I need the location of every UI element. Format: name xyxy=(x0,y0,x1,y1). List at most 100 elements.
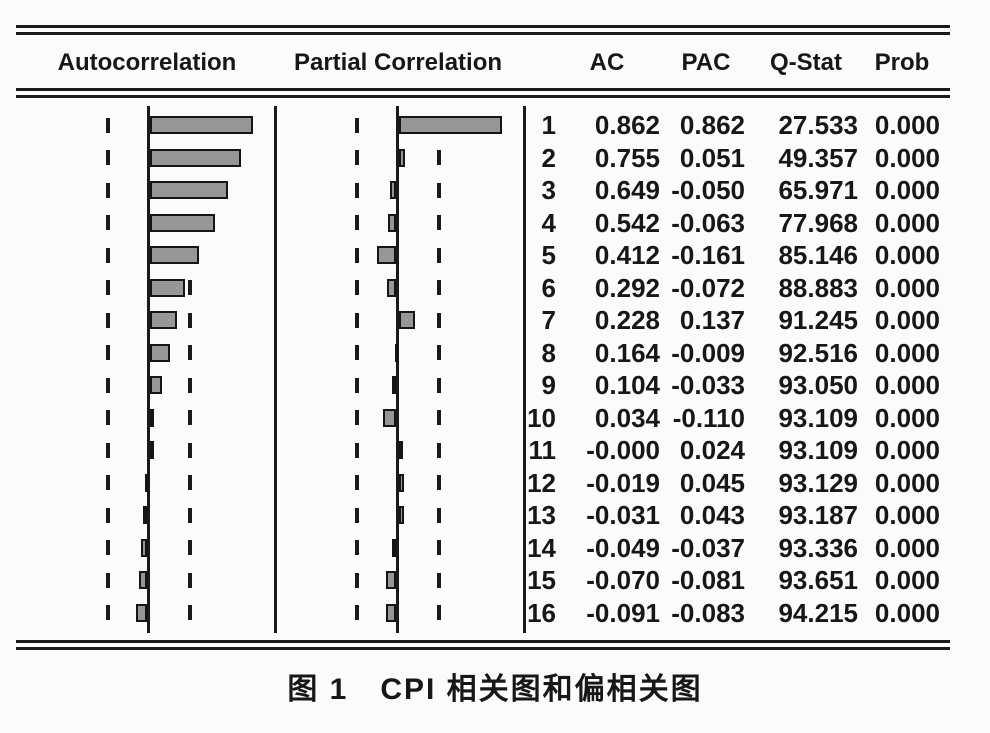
confidence-dash xyxy=(105,312,110,328)
ac-bar-lag-3 xyxy=(150,181,228,200)
table-row: 12 -0.019 0.045 93.129 0.000 xyxy=(0,467,990,500)
qstat-value: 93.336 xyxy=(778,532,858,563)
confidence-dash xyxy=(354,442,359,458)
confidence-dash xyxy=(187,475,192,491)
prob-value: 0.000 xyxy=(874,175,940,205)
col-header-pac: PAC xyxy=(681,49,731,76)
ac-bar-lag-15 xyxy=(139,571,147,590)
confidence-dash xyxy=(354,605,359,621)
lag-value: 5 xyxy=(541,240,556,270)
confidence-dash xyxy=(436,540,441,556)
table-row: 10 0.034 -0.110 93.109 0.000 xyxy=(0,402,990,435)
qstat-value: 93.651 xyxy=(778,565,858,595)
prob-value: 0.000 xyxy=(874,467,940,498)
confidence-dash xyxy=(436,410,441,426)
ac-value: -0.000 xyxy=(586,435,660,465)
pac-value: -0.063 xyxy=(671,207,745,238)
col-header-partial-correlation: Partial Correlation xyxy=(293,49,503,76)
qstat-value: 93.129 xyxy=(778,467,858,498)
qstat-value: 27.533 xyxy=(778,110,858,140)
table-row: 15 -0.070 -0.081 93.651 0.000 xyxy=(0,564,990,597)
confidence-dash xyxy=(436,475,441,491)
qstat-value: 91.245 xyxy=(778,305,858,335)
qstat-value: 93.109 xyxy=(778,402,858,433)
pac-value: 0.137 xyxy=(679,305,745,335)
pac-bar-lag-8 xyxy=(395,343,399,362)
qstat-value: 94.215 xyxy=(778,597,858,628)
pac-value: 0.024 xyxy=(679,435,745,465)
pac-value: -0.072 xyxy=(671,272,745,303)
qstat-value: 65.971 xyxy=(778,175,858,205)
confidence-dash xyxy=(354,572,359,588)
confidence-dash xyxy=(187,572,192,588)
ac-bar-lag-11 xyxy=(150,441,154,460)
prob-value: 0.000 xyxy=(874,402,940,433)
pac-bar-lag-10 xyxy=(383,408,396,427)
figure-caption: 图 1 CPI 相关图和偏相关图 xyxy=(287,673,703,706)
qstat-value: 77.968 xyxy=(778,207,858,238)
pac-bar-lag-4 xyxy=(388,213,396,232)
confidence-dash xyxy=(354,117,359,133)
confidence-dash xyxy=(105,475,110,491)
ac-value: 0.034 xyxy=(594,402,660,433)
pac-value: -0.033 xyxy=(671,370,745,400)
lag-value: 2 xyxy=(541,142,556,173)
lag-value: 15 xyxy=(527,565,556,595)
pac-bar-lag-6 xyxy=(387,278,396,297)
ac-value: 0.412 xyxy=(594,240,660,270)
panel-divider-1 xyxy=(274,106,277,633)
confidence-dash xyxy=(105,215,110,231)
lag-value: 12 xyxy=(527,467,556,498)
confidence-dash xyxy=(436,377,441,393)
confidence-dash xyxy=(436,247,441,263)
pac-bar-lag-7 xyxy=(399,311,415,330)
confidence-dash xyxy=(436,150,441,166)
confidence-dash xyxy=(354,150,359,166)
table-row: 6 0.292 -0.072 88.883 0.000 xyxy=(0,272,990,305)
qstat-value: 93.050 xyxy=(778,370,858,400)
ac-bar-lag-1 xyxy=(150,116,253,135)
confidence-dash xyxy=(105,150,110,166)
pac-bar-lag-12 xyxy=(399,473,404,492)
lag-value: 4 xyxy=(541,207,556,238)
ac-bar-lag-10 xyxy=(150,408,154,427)
ac-value: 0.104 xyxy=(594,370,660,400)
pac-bar-lag-5 xyxy=(377,246,396,265)
prob-value: 0.000 xyxy=(874,207,940,238)
pac-value: -0.081 xyxy=(671,565,745,595)
prob-value: 0.000 xyxy=(874,305,940,335)
confidence-dash xyxy=(105,182,110,198)
confidence-dash xyxy=(105,605,110,621)
ac-value: -0.070 xyxy=(586,565,660,595)
ac-value: 0.228 xyxy=(594,305,660,335)
ac-value: -0.019 xyxy=(586,467,660,498)
qstat-value: 85.146 xyxy=(778,240,858,270)
pac-bar-lag-1 xyxy=(399,116,502,135)
pac-bar-lag-11 xyxy=(399,441,403,460)
table-row: 14 -0.049 -0.037 93.336 0.000 xyxy=(0,532,990,565)
lag-value: 14 xyxy=(527,532,556,563)
ac-bar-lag-13 xyxy=(143,506,147,525)
table-row: 3 0.649 -0.050 65.971 0.000 xyxy=(0,174,990,207)
ac-bar-lag-9 xyxy=(150,376,162,395)
prob-value: 0.000 xyxy=(874,272,940,303)
confidence-dash xyxy=(105,345,110,361)
table-row: 9 0.104 -0.033 93.050 0.000 xyxy=(0,369,990,402)
confidence-dash xyxy=(436,572,441,588)
confidence-dash xyxy=(187,280,192,296)
ac-value: -0.091 xyxy=(586,597,660,628)
table-row: 11 -0.000 0.024 93.109 0.000 xyxy=(0,434,990,467)
confidence-dash xyxy=(187,540,192,556)
pac-bar-lag-13 xyxy=(399,506,404,525)
prob-value: 0.000 xyxy=(874,337,940,368)
confidence-dash xyxy=(187,377,192,393)
pac-value: -0.037 xyxy=(671,532,745,563)
pac-value: 0.051 xyxy=(679,142,745,173)
confidence-dash xyxy=(436,442,441,458)
confidence-dash xyxy=(354,507,359,523)
ac-bar-lag-5 xyxy=(150,246,199,265)
prob-value: 0.000 xyxy=(874,435,940,465)
qstat-value: 92.516 xyxy=(778,337,858,368)
lag-value: 1 xyxy=(541,110,556,140)
